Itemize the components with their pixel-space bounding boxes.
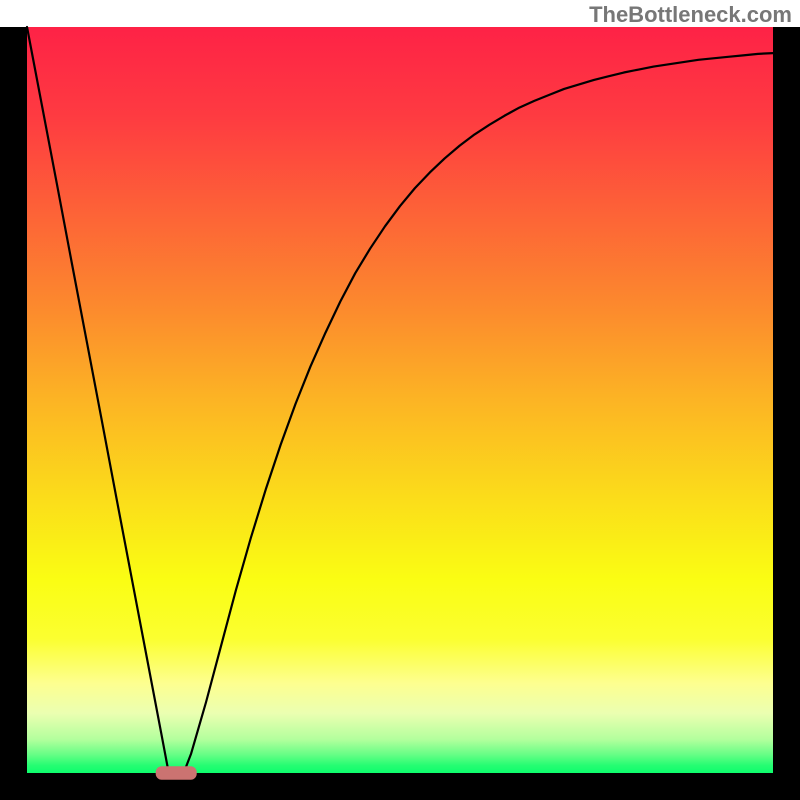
watermark-text: TheBottleneck.com — [589, 2, 792, 28]
plot-background — [27, 27, 773, 773]
optimal-marker — [156, 766, 197, 779]
chart-container: { "figure": { "type": "line", "width_px"… — [0, 0, 800, 800]
bottleneck-chart — [0, 0, 800, 800]
